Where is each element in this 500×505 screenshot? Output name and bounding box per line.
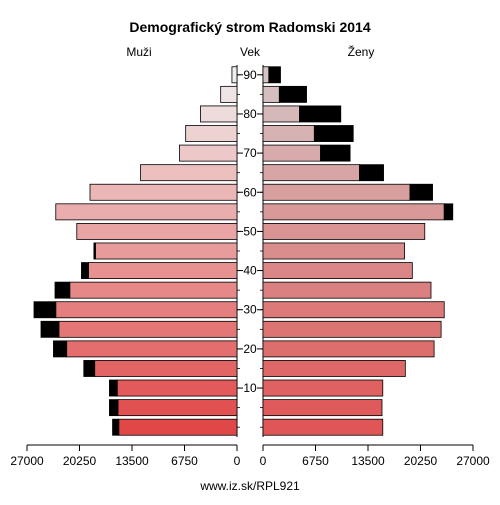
female-excess-bar-65-69 (359, 164, 384, 182)
female-bar-40-44 (262, 262, 413, 280)
male-excess-bar-30-34 (33, 301, 57, 319)
female-bar-10-14 (262, 379, 384, 397)
female-bar-50-54 (262, 222, 426, 240)
male-excess-bar-35-39 (54, 281, 71, 299)
male-excess-bar-25-29 (40, 320, 60, 338)
male-bar-90+ (231, 66, 238, 84)
male-bar-70-74 (179, 144, 238, 162)
male-x-tick-label-13500: 13500 (115, 454, 149, 468)
female-bar-65-69 (262, 164, 360, 182)
male-x-tick-label-20250: 20250 (63, 454, 97, 468)
footer-source: www.iz.sk/RPL921 (199, 479, 300, 493)
female-header: Ženy (348, 44, 375, 59)
female-bar-60-64 (262, 183, 411, 201)
female-excess-bar-80-84 (299, 105, 342, 123)
female-excess-bar-85-89 (278, 85, 307, 103)
age-tick-label-40: 40 (243, 264, 257, 278)
male-bar-15-19 (94, 360, 238, 377)
male-bar-55-59 (55, 203, 238, 221)
male-bar-85-89 (220, 85, 238, 103)
male-bar-20-24 (66, 340, 238, 358)
male-bar-50-54 (76, 222, 238, 240)
male-bar-45-49 (95, 242, 238, 260)
female-x-tick-label-27000: 27000 (456, 454, 490, 468)
female-bar-70-74 (262, 144, 321, 162)
female-bar-5-9 (262, 399, 383, 417)
male-bar-60-64 (89, 183, 238, 201)
male-bar-0-4 (118, 418, 238, 436)
age-tick-label-70: 70 (243, 146, 257, 160)
male-x-tick-label-6750: 6750 (171, 454, 198, 468)
age-tick-label-10: 10 (243, 381, 257, 395)
plot-layer: 10 20 30 40 50 60 70 80 90 27000 20250 13500 6750 0 0 6… (10, 65, 490, 468)
female-x-tick-label-13500: 13500 (351, 454, 385, 468)
male-bar-30-34 (55, 301, 238, 319)
male-bar-35-39 (69, 281, 238, 299)
male-bar-25-29 (58, 320, 238, 338)
male-bar-40-44 (88, 262, 238, 280)
female-bar-15-19 (262, 360, 406, 377)
female-excess-bar-90+ (268, 66, 281, 84)
age-header: Vek (240, 45, 261, 59)
female-x-tick-label-0: 0 (260, 454, 267, 468)
female-excess-bar-75-79 (313, 125, 354, 142)
female-x-tick-label-6750: 6750 (302, 454, 329, 468)
female-bar-80-84 (262, 105, 300, 123)
female-excess-bar-55-59 (443, 203, 454, 221)
male-excess-bar-15-19 (83, 360, 96, 377)
male-bar-80-84 (200, 105, 238, 123)
age-tick-label-60: 60 (243, 185, 257, 199)
male-excess-bar-5-9 (109, 399, 119, 417)
female-bar-30-34 (262, 301, 445, 319)
male-excess-bar-0-4 (112, 418, 120, 436)
female-excess-bar-70-74 (320, 144, 351, 162)
male-bar-10-14 (116, 379, 238, 397)
female-bar-0-4 (262, 418, 384, 436)
age-tick-label-90: 90 (243, 68, 257, 82)
male-bar-75-79 (185, 125, 238, 142)
female-x-tick-label-20250: 20250 (404, 454, 438, 468)
female-bar-90+ (262, 66, 270, 84)
female-bar-75-79 (262, 125, 315, 142)
male-x-tick-label-0: 0 (234, 454, 241, 468)
age-tick-label-30: 30 (243, 303, 257, 317)
female-bar-55-59 (262, 203, 445, 221)
male-x-tick-label-27000: 27000 (10, 454, 44, 468)
male-bar-65-69 (140, 164, 238, 182)
age-tick-label-80: 80 (243, 107, 257, 121)
female-bar-45-49 (262, 242, 405, 260)
male-excess-bar-40-44 (81, 262, 89, 280)
female-bar-25-29 (262, 320, 442, 338)
male-excess-bar-45-49 (93, 242, 96, 260)
female-bar-35-39 (262, 281, 432, 299)
female-bar-85-89 (262, 85, 280, 103)
female-bar-20-24 (262, 340, 435, 358)
female-excess-bar-60-64 (409, 183, 433, 201)
male-excess-bar-10-14 (109, 379, 118, 397)
chart-title: Demografický strom Radomski 2014 (129, 19, 370, 35)
male-excess-bar-20-24 (53, 340, 68, 358)
male-header: Muži (126, 45, 151, 59)
age-tick-label-50: 50 (243, 224, 257, 238)
male-bar-5-9 (117, 399, 238, 417)
age-tick-label-20: 20 (243, 342, 257, 356)
